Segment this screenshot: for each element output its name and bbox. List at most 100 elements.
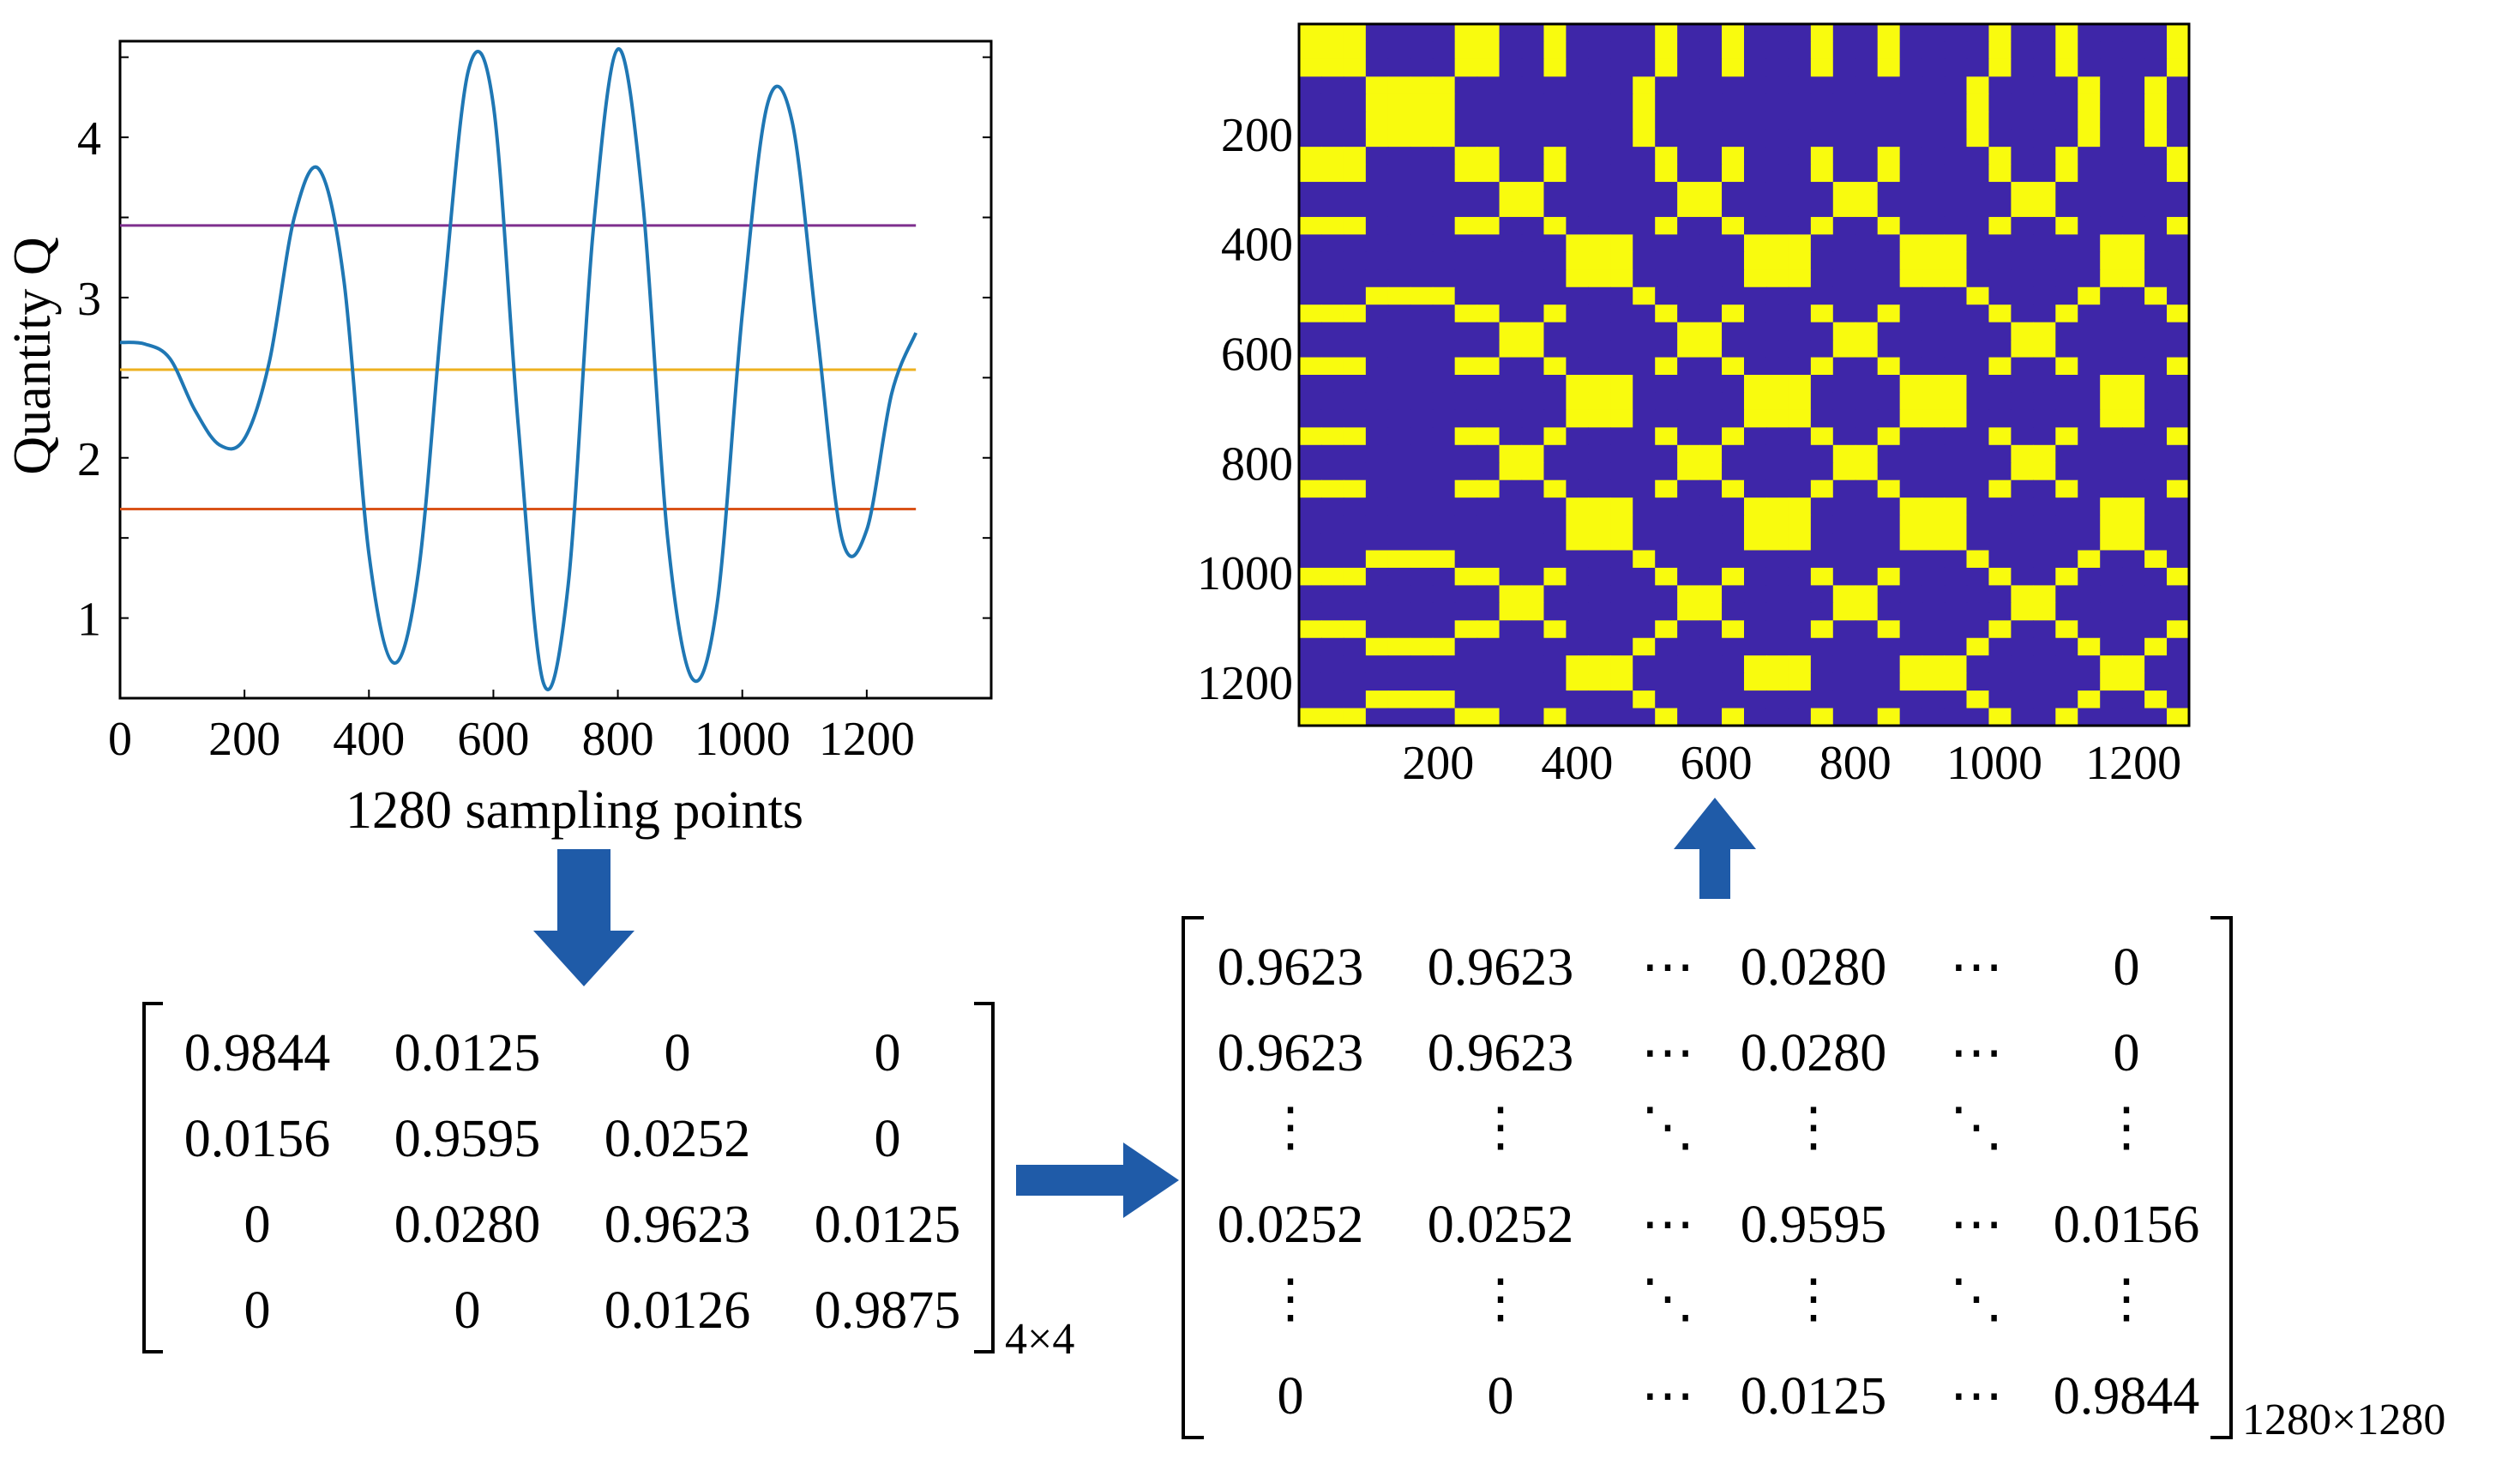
- heatmap-cell: [1432, 58, 1456, 77]
- heatmap-cell: [1966, 147, 1990, 166]
- heatmap-cell: [2078, 602, 2101, 621]
- heatmap-cell: [2167, 392, 2190, 411]
- heatmap-cell: [1299, 41, 1322, 60]
- heatmap-cell: [2167, 304, 2190, 323]
- heatmap-cell: [1365, 375, 1389, 394]
- heatmap-cell: [1922, 340, 1946, 359]
- heatmap-cell: [1365, 76, 1389, 95]
- heatmap-cell: [1877, 497, 1901, 516]
- heatmap-cell: [1922, 585, 1946, 604]
- heatmap-cell: [1633, 479, 1656, 498]
- heatmap-cell: [2033, 234, 2056, 253]
- heatmap-cell: [1477, 392, 1501, 411]
- heatmap-cell: [1655, 637, 1678, 656]
- heatmap-cell: [2144, 41, 2168, 60]
- heatmap-cell: [1899, 690, 1923, 709]
- heatmap-cell: [1343, 567, 1367, 586]
- heatmap-cell: [2122, 567, 2145, 586]
- heatmap-cell: [2100, 567, 2123, 586]
- heatmap-cell: [2144, 409, 2168, 428]
- heatmap-cell: [2078, 444, 2101, 463]
- large_matrix-cell: ⋱: [1950, 1270, 2003, 1329]
- heatmap-cell: [1832, 340, 1856, 359]
- signal-line: [119, 47, 918, 691]
- heatmap-cell: [2033, 182, 2056, 201]
- heatmap-cell: [1499, 462, 1523, 481]
- heatmap-cell: [1320, 357, 1344, 376]
- heatmap-cell: [1744, 304, 1767, 323]
- heatmap-cell: [1387, 357, 1411, 376]
- heatmap-cell: [1877, 375, 1901, 394]
- heatmap-cell: [1320, 234, 1344, 253]
- heatmap-cell: [1944, 129, 1968, 148]
- heatmap-cell: [1432, 427, 1456, 446]
- heatmap-cell: [1988, 708, 2012, 726]
- large_matrix-cell: ⋯: [1950, 1367, 2003, 1426]
- heatmap-cell: [1588, 620, 1611, 639]
- heatmap-cell: [1810, 637, 1834, 656]
- heatmap-cell: [1588, 24, 1611, 43]
- heatmap-cell: [1320, 24, 1344, 43]
- heatmap-cell: [1610, 515, 1633, 534]
- heatmap-cell: [1343, 147, 1367, 166]
- heatmap-cell: [2167, 533, 2190, 552]
- heatmap-cell: [2100, 182, 2123, 201]
- heatmap-cell: [1387, 708, 1411, 726]
- heatmap-cell: [1320, 479, 1344, 498]
- heatmap-cell: [1410, 24, 1434, 43]
- heatmap-cell: [1633, 357, 1656, 376]
- heatmap-cell: [1832, 234, 1856, 253]
- heatmap-cell: [1899, 497, 1923, 516]
- heatmap-cell: [1432, 444, 1456, 463]
- heatmap-cell: [1655, 234, 1678, 253]
- heatmap-cell: [1566, 515, 1589, 534]
- heatmap-cell: [1922, 41, 1946, 60]
- heatmap-cell: [2033, 392, 2056, 411]
- heatmap-cell: [1365, 304, 1389, 323]
- large_matrix-cell: ⋱: [1950, 1099, 2003, 1157]
- heatmap-cell: [1566, 216, 1589, 235]
- heatmap-cell: [1855, 602, 1879, 621]
- heatmap-cell: [1499, 637, 1523, 656]
- heatmap-cell: [1922, 567, 1946, 586]
- heatmap-cell: [1988, 286, 2012, 305]
- heatmap-cell: [1722, 322, 1745, 341]
- heatmap-cell: [1633, 199, 1656, 218]
- heatmap-cell: [1588, 234, 1611, 253]
- heatmap-cell: [1722, 76, 1745, 95]
- heatmap-cell: [1944, 286, 1968, 305]
- heatmap-cell: [2055, 322, 2078, 341]
- large_matrix-cell: 0: [1488, 1367, 1514, 1426]
- heatmap-cell: [1432, 164, 1456, 183]
- heatmap-cell: [1320, 637, 1344, 656]
- heatmap-cell: [2144, 24, 2168, 43]
- heatmap-cell: [1788, 375, 1812, 394]
- heatmap-cell: [1765, 550, 1789, 569]
- heatmap-cell: [2100, 199, 2123, 218]
- heatmap-cell: [1343, 637, 1367, 656]
- heatmap-cell: [1299, 93, 1322, 112]
- heatmap-cell: [1788, 357, 1812, 376]
- heatmap-cell: [2033, 76, 2056, 95]
- heatmap-cell: [1633, 462, 1656, 481]
- heatmap-cell: [1343, 392, 1367, 411]
- heatmap-cell: [1855, 462, 1879, 481]
- heatmap-cell: [1610, 216, 1633, 235]
- heatmap-cell: [1387, 567, 1411, 586]
- heatmap-cell: [2122, 357, 2145, 376]
- heatmap-cell: [1765, 567, 1789, 586]
- heatmap-cell: [1365, 199, 1389, 218]
- heatmap-cell: [1499, 427, 1523, 446]
- heatmap-cell: [1655, 322, 1678, 341]
- heatmap-cell: [1299, 533, 1322, 552]
- heatmap-cell: [1499, 24, 1523, 43]
- heatmap-cell: [1299, 182, 1322, 201]
- heatmap-cell: [1922, 637, 1946, 656]
- heatmap-cell: [1477, 340, 1501, 359]
- heatmap-cell: [1855, 655, 1879, 674]
- heatmap-cell: [1477, 322, 1501, 341]
- heatmap-cell: [1944, 216, 1968, 235]
- heatmap-cell: [1788, 129, 1812, 148]
- heatmap-cell: [2011, 251, 2034, 270]
- heatmap-cell: [1699, 409, 1723, 428]
